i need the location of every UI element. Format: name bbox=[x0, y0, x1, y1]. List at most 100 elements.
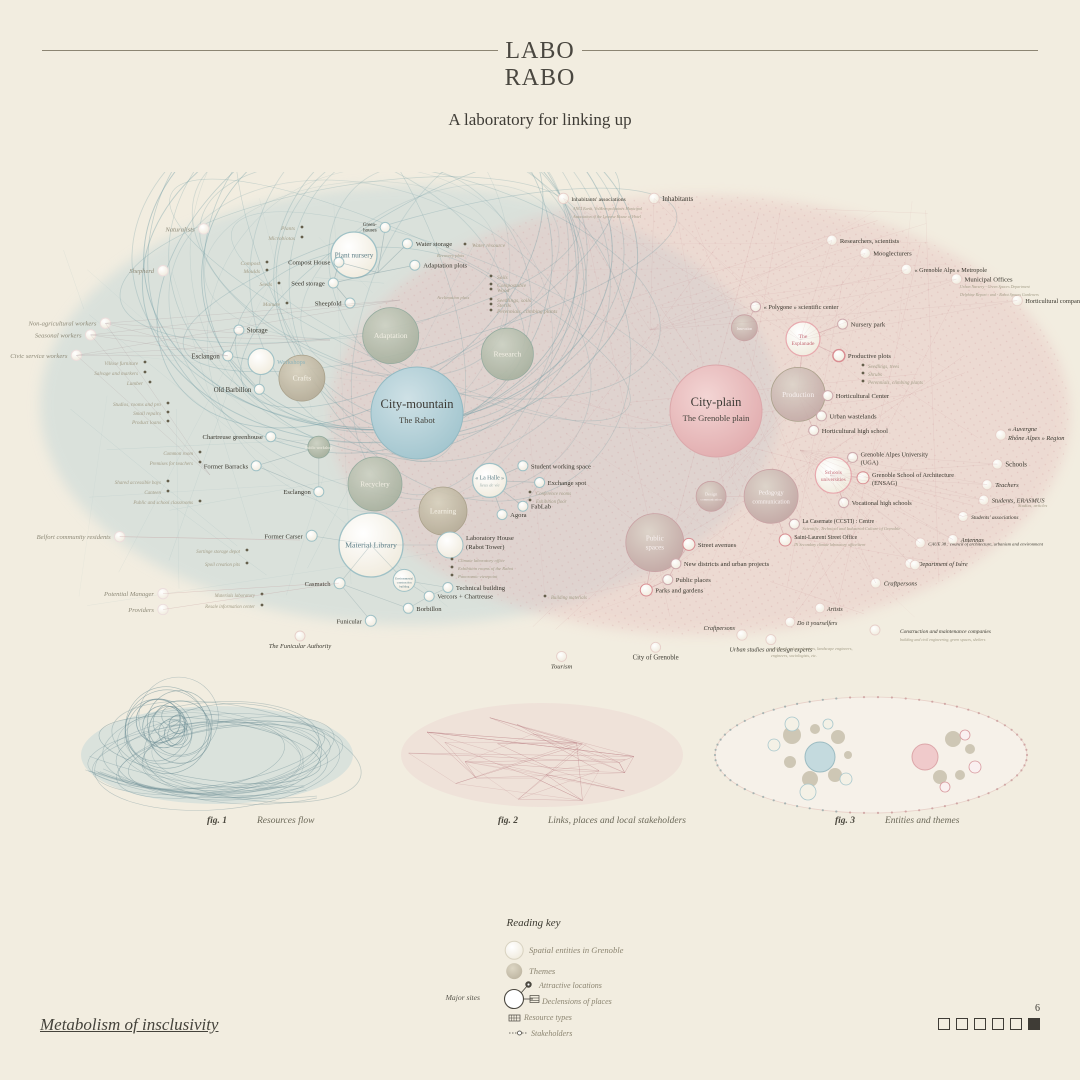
svg-text:Public places: Public places bbox=[676, 577, 711, 584]
svg-text:Saint-Laurent Street Office: Saint-Laurent Street Office bbox=[794, 534, 857, 541]
svg-text:Teachers: Teachers bbox=[995, 482, 1019, 489]
svg-text:Shrubs: Shrubs bbox=[868, 373, 882, 378]
svg-text:Compost: Compost bbox=[240, 261, 260, 267]
svg-text:Learning: Learning bbox=[430, 507, 457, 516]
svg-text:Belfort community residents: Belfort community residents bbox=[37, 534, 112, 541]
svg-text:Perennials, climbing plants: Perennials, climbing plants bbox=[867, 381, 923, 386]
svg-text:Productive plots: Productive plots bbox=[848, 353, 891, 360]
svg-text:Former Barracks: Former Barracks bbox=[204, 463, 249, 470]
svg-text:Studios, rooms and pro: Studios, rooms and pro bbox=[113, 402, 161, 408]
svg-text:The Rabot: The Rabot bbox=[399, 415, 436, 425]
svg-text:spaces: spaces bbox=[646, 544, 665, 552]
svg-text:Plants: Plants bbox=[280, 226, 295, 232]
svg-text:Artists: Artists bbox=[826, 607, 843, 613]
svg-text:The Funicular Authority: The Funicular Authority bbox=[269, 643, 332, 650]
svg-text:fig. 3: fig. 3 bbox=[835, 816, 855, 826]
svg-text:Links, places and local stakeh: Links, places and local stakeholders bbox=[547, 816, 686, 826]
svg-text:Water storage: Water storage bbox=[416, 241, 452, 248]
svg-text:Craftpersons: Craftpersons bbox=[884, 581, 918, 588]
svg-text:Shepherd: Shepherd bbox=[129, 268, 154, 275]
svg-text:Exhibition rooms of the Rabot: Exhibition rooms of the Rabot bbox=[457, 566, 514, 571]
svg-text:Attractive locations: Attractive locations bbox=[538, 981, 602, 990]
svg-text:(Rabot Tower): (Rabot Tower) bbox=[466, 544, 504, 551]
svg-text:« Auvergne: « Auvergne bbox=[1008, 426, 1037, 433]
svg-text:Public workshop: Public workshop bbox=[305, 445, 332, 450]
svg-text:Parks and gardens: Parks and gardens bbox=[655, 588, 703, 595]
svg-text:Civic service workers: Civic service workers bbox=[10, 353, 68, 360]
svg-text:Department of Isère: Department of Isère bbox=[917, 561, 968, 568]
svg-text:fig. 1: fig. 1 bbox=[207, 816, 227, 826]
svg-text:building: building bbox=[399, 584, 410, 588]
svg-text:Seedlings, trees: Seedlings, trees bbox=[868, 365, 899, 370]
svg-text:Do it yourselfers: Do it yourselfers bbox=[796, 620, 838, 627]
svg-text:Spoil creation pits: Spoil creation pits bbox=[205, 563, 240, 568]
svg-text:Students' associations: Students' associations bbox=[971, 515, 1018, 521]
svg-text:Product loans: Product loans bbox=[131, 420, 161, 426]
svg-text:Research: Research bbox=[493, 350, 521, 359]
svg-text:Old Barbillon: Old Barbillon bbox=[214, 387, 252, 394]
svg-text:Entities and themes: Entities and themes bbox=[884, 816, 960, 826]
svg-text:Moulds: Moulds bbox=[243, 269, 261, 275]
svg-text:Resources flow: Resources flow bbox=[256, 815, 315, 826]
svg-text:houses: houses bbox=[363, 228, 377, 233]
svg-text:Esclangon: Esclangon bbox=[283, 489, 311, 496]
svg-text:Adaptation: Adaptation bbox=[374, 331, 408, 340]
svg-text:Naturalists: Naturalists bbox=[164, 226, 195, 233]
svg-text:Technical building: Technical building bbox=[456, 585, 506, 592]
svg-text:Building materials: Building materials bbox=[551, 596, 587, 601]
svg-text:The Grenoble plain: The Grenoble plain bbox=[683, 413, 751, 423]
svg-text:communication: communication bbox=[752, 499, 789, 505]
svg-text:Esclangon: Esclangon bbox=[191, 353, 220, 360]
svg-text:Water resource: Water resource bbox=[472, 243, 506, 249]
svg-text:Urban wastelands: Urban wastelands bbox=[830, 413, 877, 420]
svg-text:Student working space: Student working space bbox=[531, 463, 591, 470]
svg-text:Design: Design bbox=[705, 491, 718, 496]
svg-text:Seeds: Seeds bbox=[259, 282, 272, 288]
svg-text:Premises for teachers: Premises for teachers bbox=[149, 462, 193, 467]
svg-text:Reading key: Reading key bbox=[506, 917, 561, 929]
svg-text:Panoramic viewpoint: Panoramic viewpoint bbox=[457, 574, 498, 579]
svg-text:City-mountain: City-mountain bbox=[381, 397, 455, 411]
svg-text:City-plain: City-plain bbox=[691, 395, 742, 409]
svg-text:Canteen: Canteen bbox=[144, 491, 161, 496]
svg-text:FabLab: FabLab bbox=[531, 504, 552, 511]
svg-text:Acclimation plots: Acclimation plots bbox=[436, 295, 469, 300]
svg-text:Delphine Report - and - Rabot: Delphine Report - and - Rabot Spaces Gar… bbox=[959, 292, 1039, 297]
svg-text:Perennials, climbing plants: Perennials, climbing plants bbox=[496, 309, 557, 315]
svg-text:Themes: Themes bbox=[529, 966, 556, 976]
svg-text:Tourism: Tourism bbox=[551, 663, 573, 670]
svg-text:Chartreuse greenhouse: Chartreuse greenhouse bbox=[203, 434, 263, 441]
svg-text:Urban Nursery - Green Spaces D: Urban Nursery - Green Spaces Department bbox=[960, 284, 1031, 289]
svg-text:Vocational high schools: Vocational high schools bbox=[852, 500, 913, 507]
svg-text:Green-: Green- bbox=[363, 223, 377, 228]
svg-text:Production: Production bbox=[782, 390, 814, 399]
svg-text:Craftpersons: Craftpersons bbox=[704, 625, 736, 632]
svg-text:Seed storage: Seed storage bbox=[291, 280, 325, 287]
svg-text:Salvage and markers: Salvage and markers bbox=[94, 371, 138, 377]
svg-text:Researchers, scientists: Researchers, scientists bbox=[840, 238, 900, 245]
svg-text:Manure: Manure bbox=[262, 302, 281, 308]
svg-text:Declensions of places: Declensions of places bbox=[541, 997, 612, 1006]
svg-text:La Casemate (CCSTI) : Centre: La Casemate (CCSTI) : Centre bbox=[802, 518, 874, 525]
svg-text:Shared accessible bays: Shared accessible bays bbox=[115, 481, 161, 486]
svg-text:Villose furniture: Villose furniture bbox=[104, 360, 138, 367]
svg-text:Vercors + Chartreuse: Vercors + Chartreuse bbox=[437, 594, 493, 601]
svg-text:IN Secondary climate laborato: IN Secondary climate laboratory office/i… bbox=[793, 542, 865, 547]
svg-text:Potential Manager: Potential Manager bbox=[103, 591, 154, 598]
svg-text:Mooglecturers: Mooglecturers bbox=[873, 251, 912, 258]
svg-text:Wood: Wood bbox=[497, 288, 510, 294]
svg-text:Funicular: Funicular bbox=[337, 618, 363, 625]
svg-text:Seasonal workers: Seasonal workers bbox=[35, 332, 82, 339]
svg-text:Agora: Agora bbox=[510, 512, 527, 519]
svg-text:Conference rooms: Conference rooms bbox=[536, 492, 571, 497]
svg-text:Public: Public bbox=[646, 535, 664, 543]
svg-text:communication: communication bbox=[701, 497, 722, 501]
svg-text:Inhabitants: Inhabitants bbox=[662, 195, 693, 203]
svg-text:Esplanade: Esplanade bbox=[792, 341, 816, 347]
svg-text:Innovation: Innovation bbox=[737, 327, 753, 331]
svg-text:Spatial entities in Grenoble: Spatial entities in Grenoble bbox=[529, 945, 624, 955]
svg-text:« Polygone » scientific center: « Polygone » scientific center bbox=[764, 304, 840, 311]
svg-text:Soils: Soils bbox=[497, 275, 508, 281]
svg-text:Adaptation plots: Adaptation plots bbox=[423, 263, 467, 270]
svg-text:Climate laboratory office: Climate laboratory office bbox=[458, 558, 505, 563]
